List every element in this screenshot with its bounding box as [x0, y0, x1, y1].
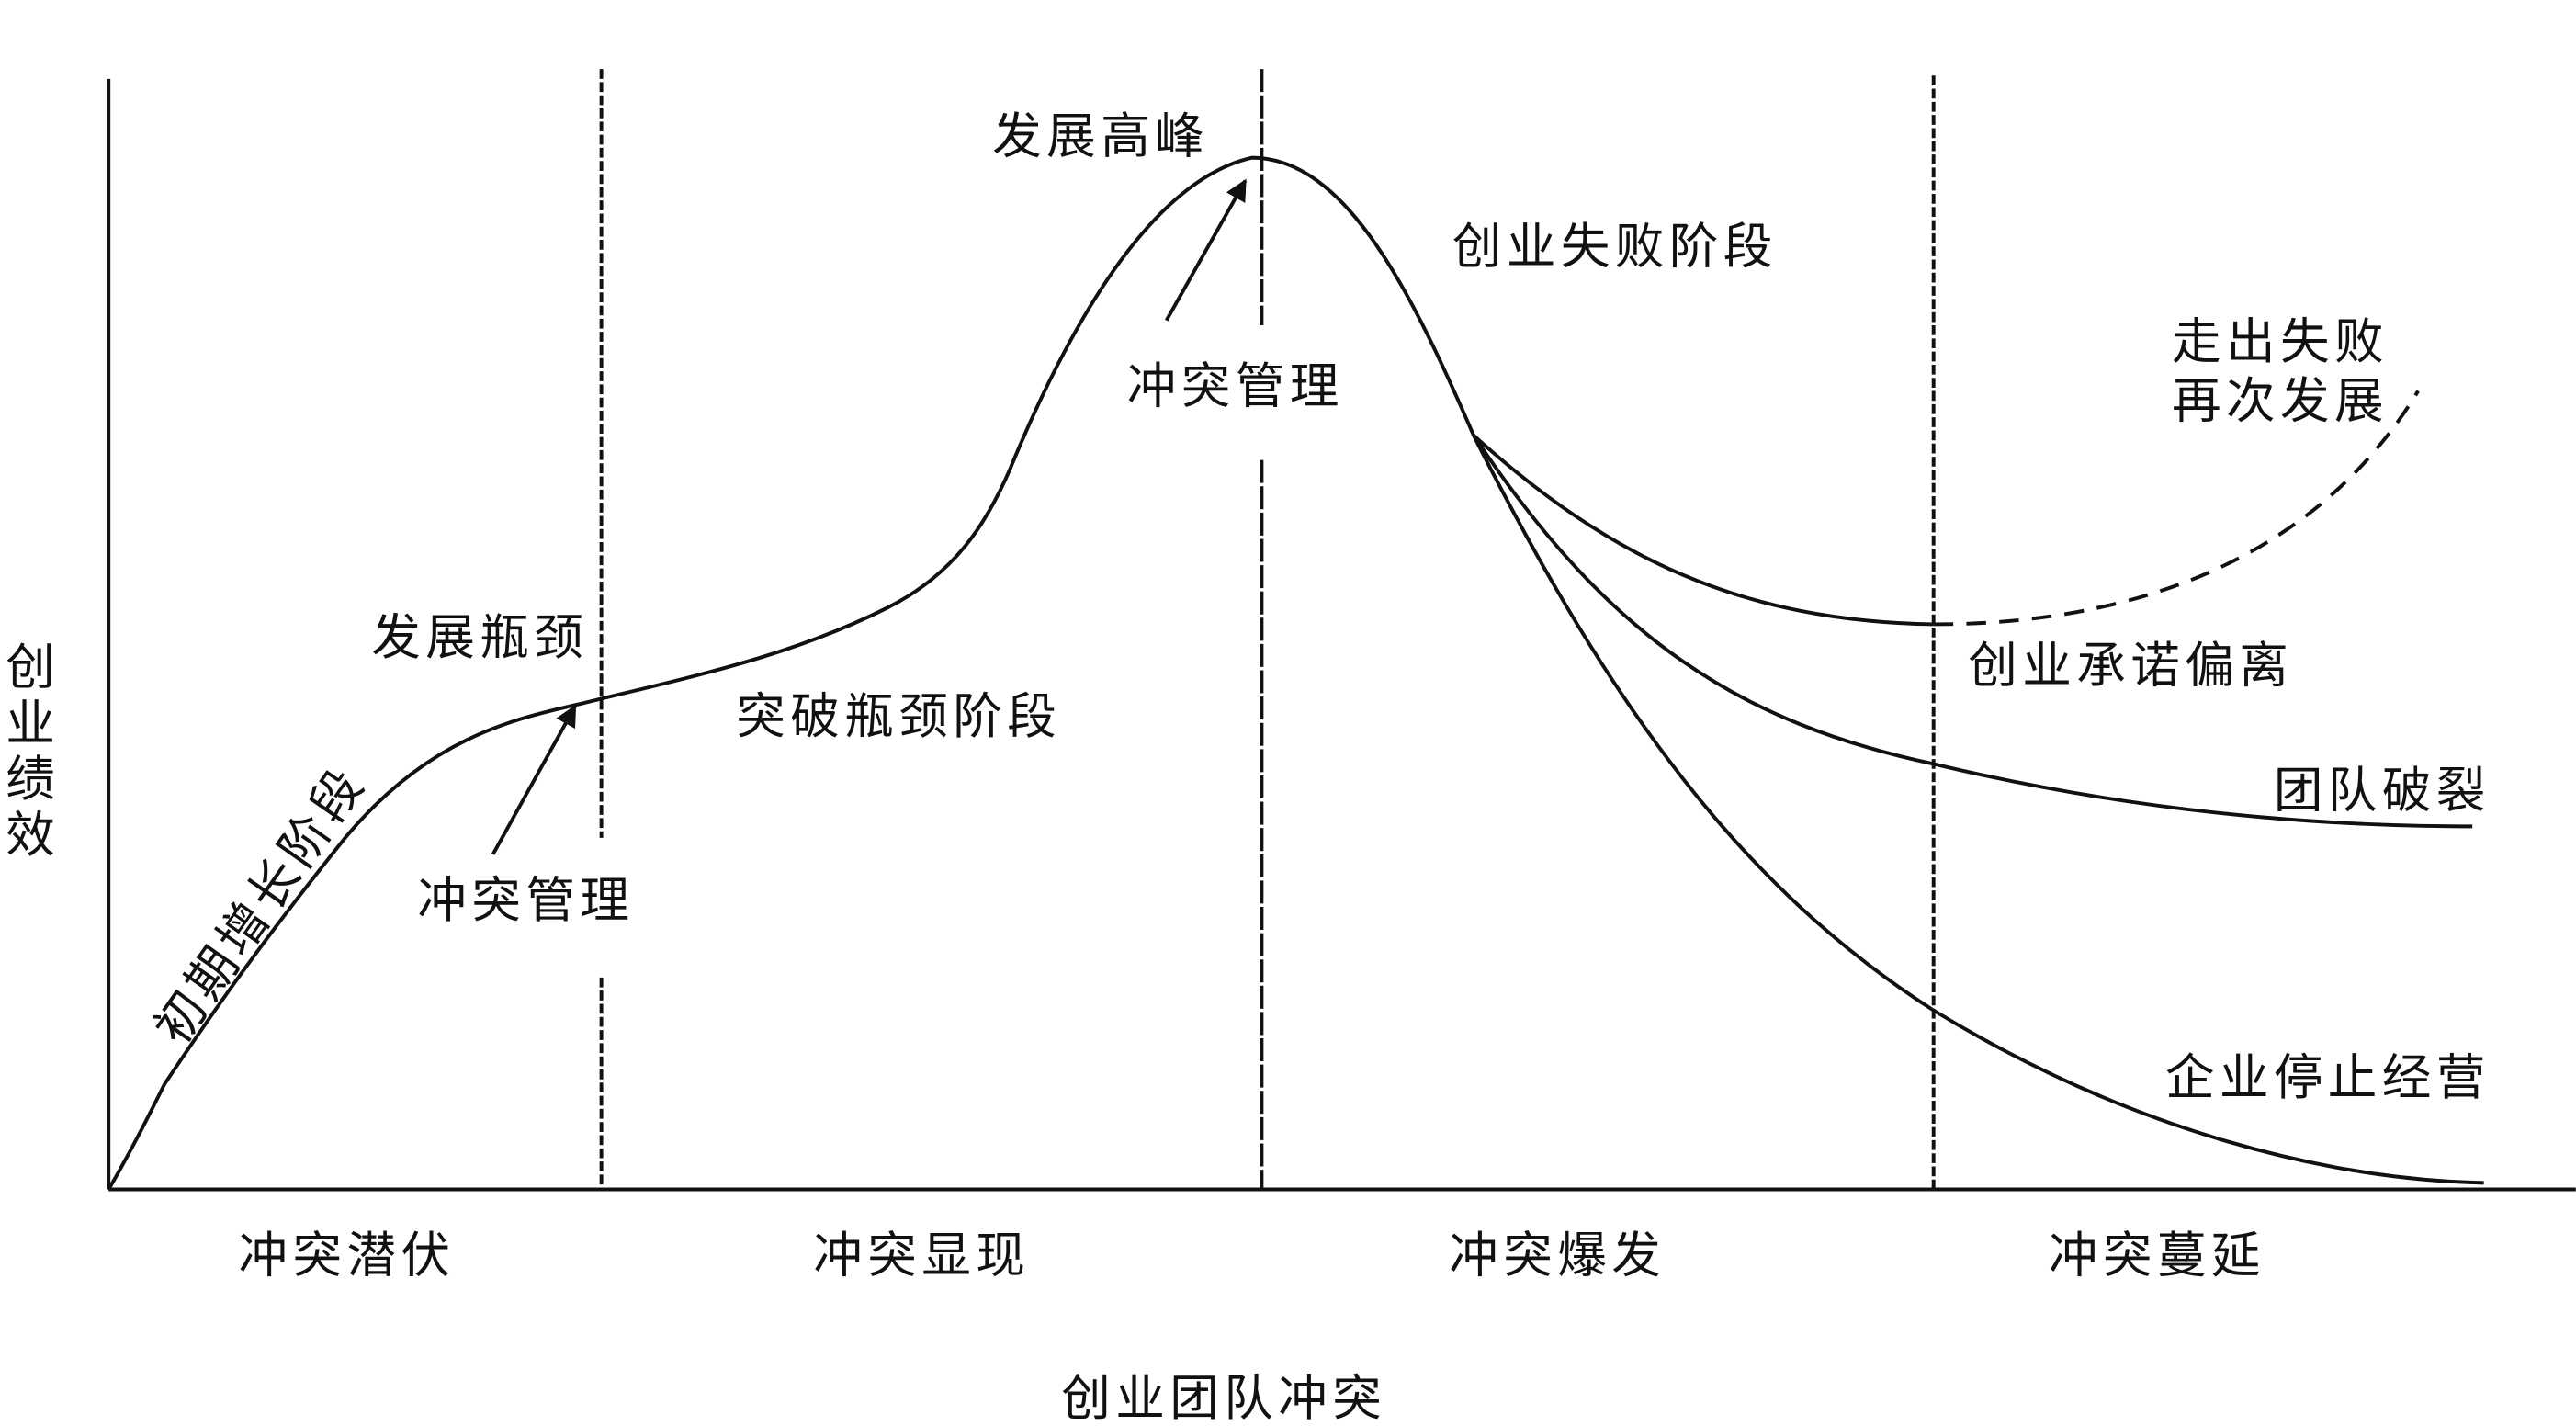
y-axis-label: 创业绩效 — [0, 640, 56, 864]
point-label: 冲突管理 — [417, 871, 634, 929]
performance-curve — [107, 155, 1475, 1191]
outcome-label: 企业停止经营 — [2165, 1048, 2491, 1106]
branch-deviation — [1472, 434, 1934, 627]
phase-label: 冲突爆发 — [1449, 1226, 1666, 1284]
phase-label: 冲突蔓延 — [2049, 1226, 2265, 1284]
outcome-label: 走出失败 — [2172, 312, 2389, 370]
outcome-label: 团队破裂 — [2274, 761, 2491, 819]
arrow — [491, 704, 577, 855]
point-label: 发展瓶颈 — [371, 608, 588, 666]
point-label: 冲突管理 — [1127, 356, 1344, 414]
phase-label: 冲突潜伏 — [238, 1226, 455, 1284]
outcome-label: 再次发展 — [2172, 371, 2389, 429]
stage-label: 初期增长阶段 — [143, 755, 378, 1055]
branch-recovery — [1933, 390, 2420, 627]
branch-breakup — [1472, 434, 2473, 829]
stage-label: 突破瓶颈阶段 — [736, 687, 1061, 745]
arrow — [1164, 178, 1248, 322]
x-axis-label: 创业团队冲突 — [1061, 1369, 1386, 1426]
phase-label: 冲突显现 — [813, 1226, 1030, 1284]
outcome-label: 创业承诺偏离 — [1968, 636, 2293, 694]
point-label: 发展高峰 — [992, 108, 1209, 165]
branch-stop — [1472, 434, 2484, 1185]
stage-label: 创业失败阶段 — [1452, 217, 1778, 275]
